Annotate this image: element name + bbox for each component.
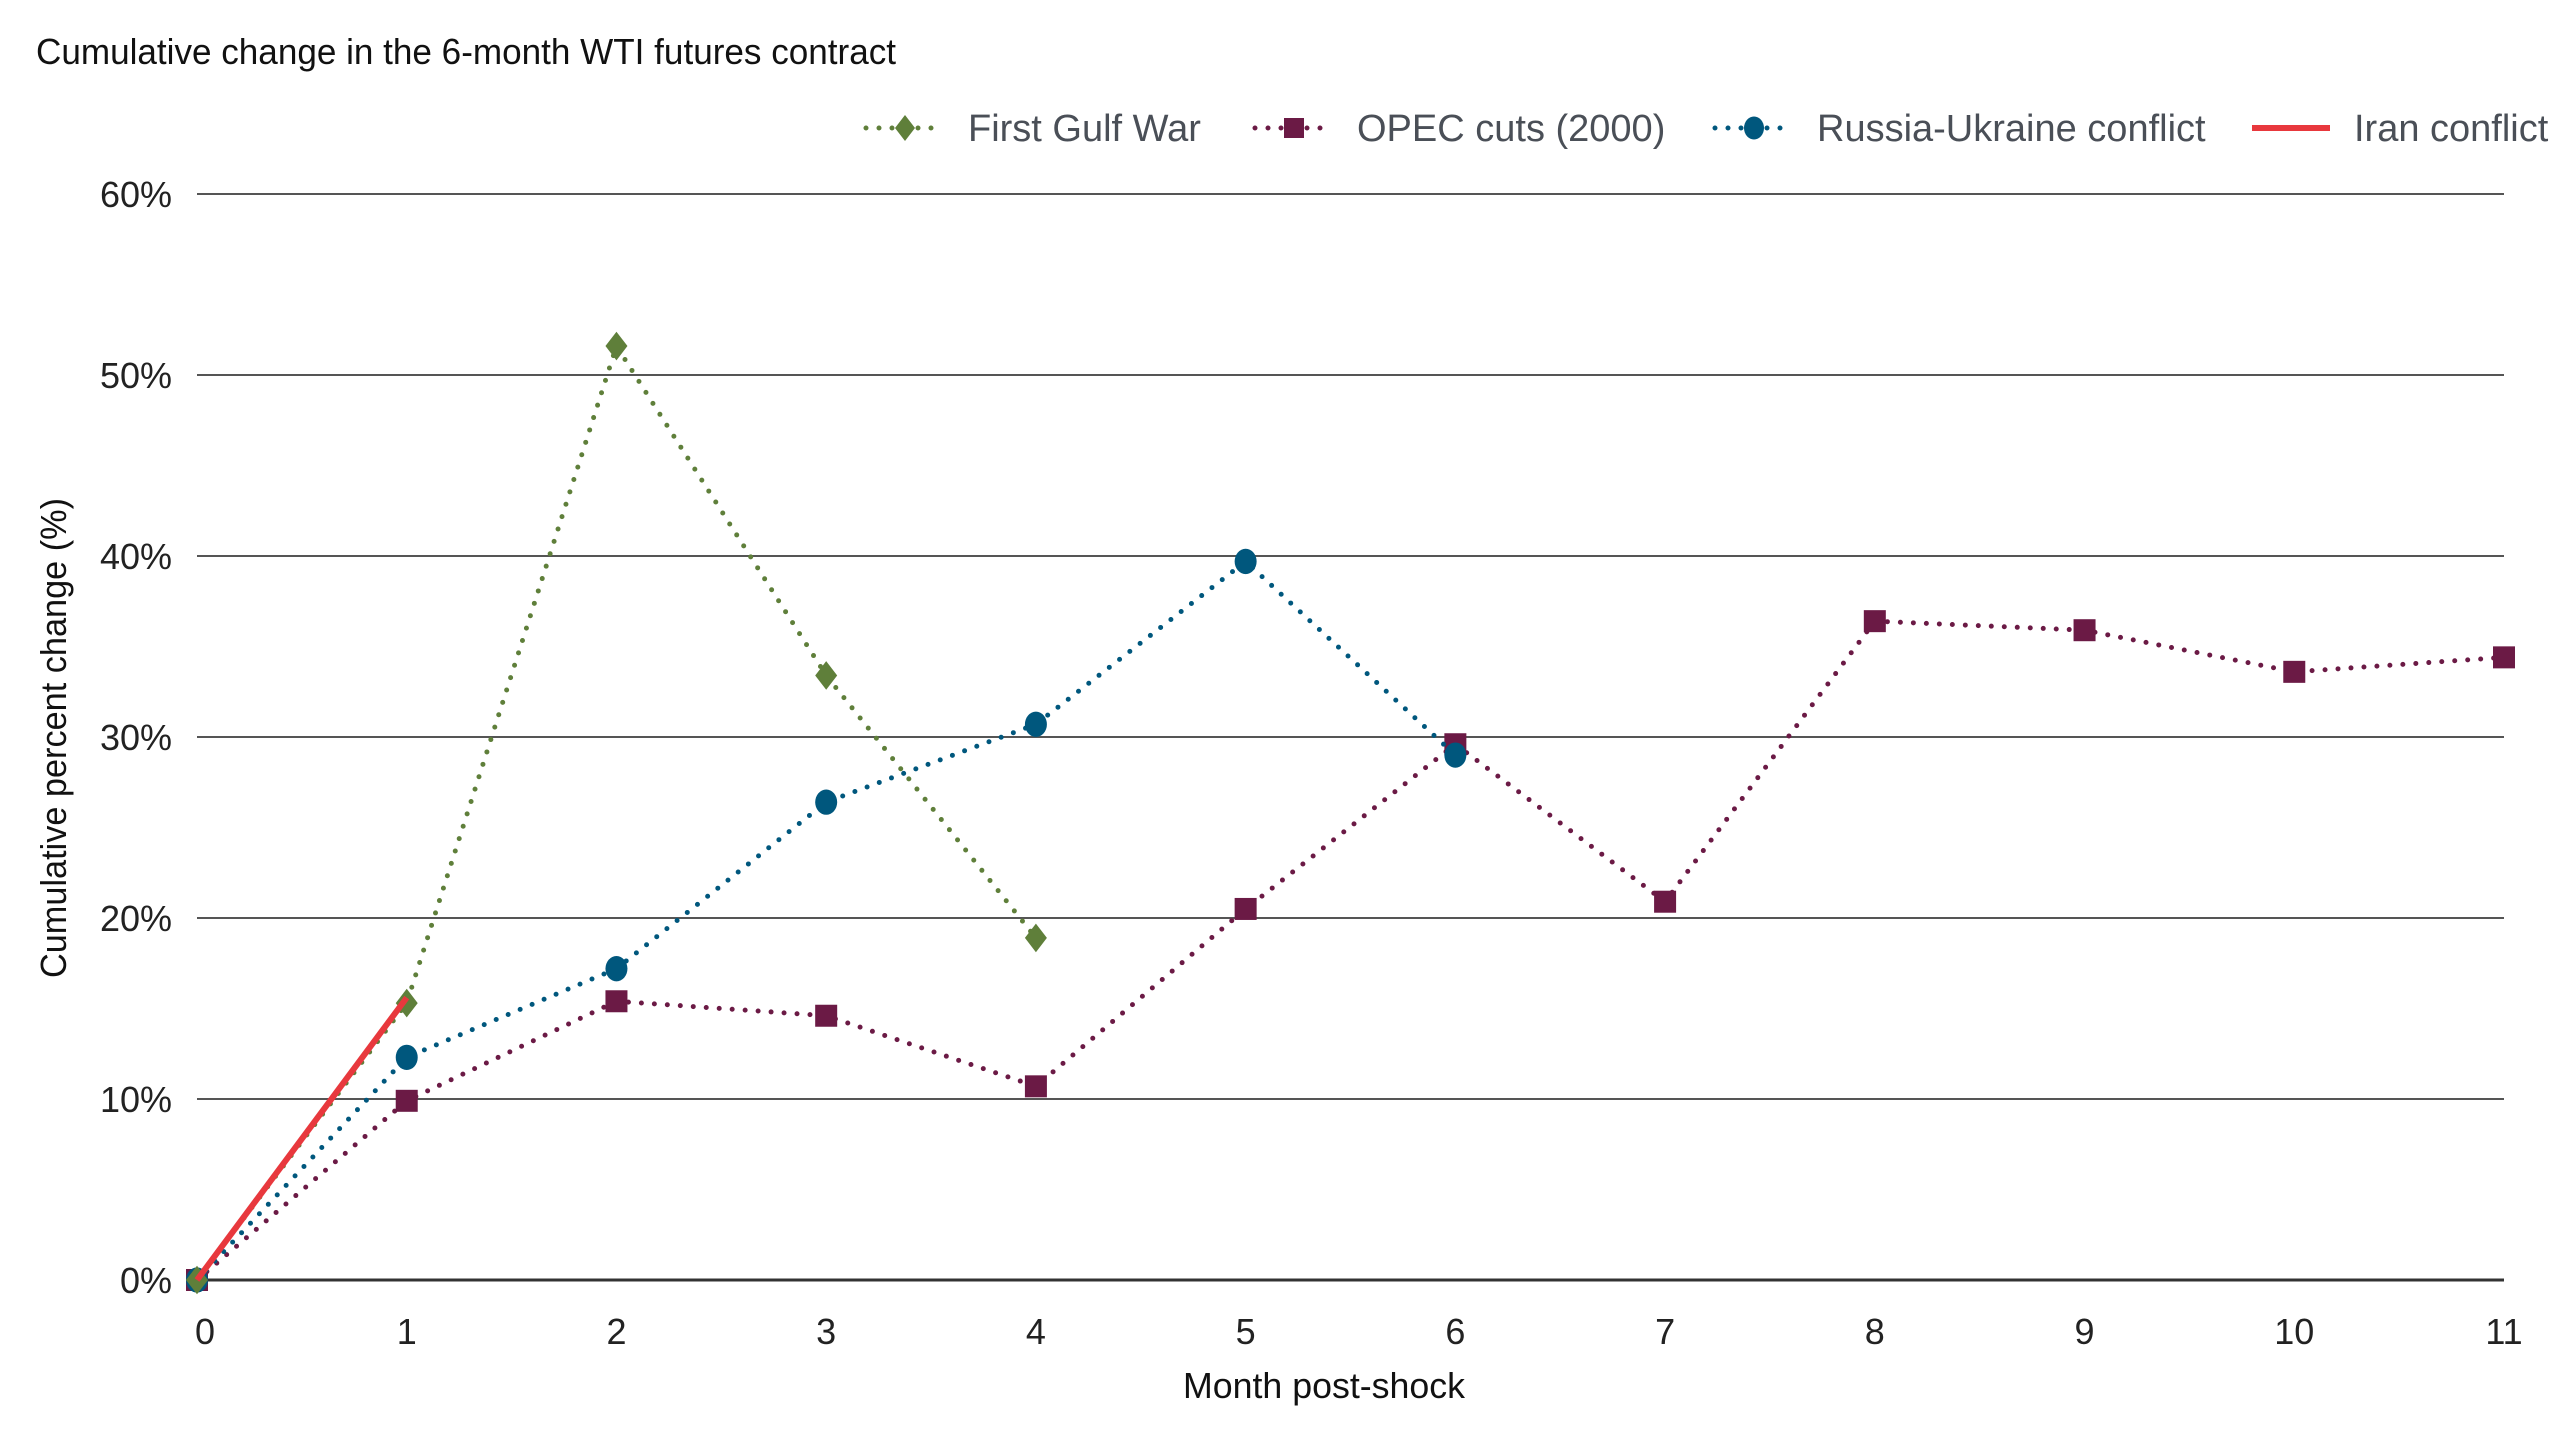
legend-label: Iran conflict xyxy=(2354,108,2549,150)
series-line xyxy=(194,995,410,1282)
y-tick-label: 20% xyxy=(100,898,172,939)
x-axis-label: Month post-shock xyxy=(1183,1365,1466,1406)
series-first-gulf-war xyxy=(186,331,1047,1295)
x-tick-label: 5 xyxy=(1236,1311,1256,1352)
data-point-diamond xyxy=(895,115,915,141)
data-point-square xyxy=(2283,660,2306,683)
data-point-square xyxy=(1024,1075,1047,1098)
data-point-circle xyxy=(1444,742,1467,768)
y-tick-label: 50% xyxy=(100,355,172,396)
x-tick-label: 2 xyxy=(606,1311,626,1352)
series-russia-ukraine-conflict xyxy=(186,548,1467,1293)
y-tick-label: 10% xyxy=(100,1079,172,1120)
x-tick-label: 4 xyxy=(1026,1311,1046,1352)
grid xyxy=(197,193,2504,1282)
data-point-square xyxy=(1234,897,1257,920)
data-point-square xyxy=(2493,646,2515,669)
data-point-square xyxy=(605,990,628,1013)
data-point-circle xyxy=(1234,548,1257,575)
x-tick-label: 9 xyxy=(2075,1311,2095,1352)
data-point-diamond xyxy=(395,988,418,1018)
data-point-diamond xyxy=(1024,923,1047,953)
series-iran-conflict xyxy=(194,995,410,1282)
series-group xyxy=(186,331,2515,1295)
legend-label: OPEC cuts (2000) xyxy=(1357,108,1665,150)
legend-item: First Gulf War xyxy=(863,108,1201,150)
data-point-circle xyxy=(815,789,838,815)
legend-item: OPEC cuts (2000) xyxy=(1252,108,1665,150)
y-tick-label: 30% xyxy=(100,717,172,758)
data-point-square xyxy=(395,1089,418,1112)
x-tick-label: 1 xyxy=(397,1311,417,1352)
data-point-diamond xyxy=(605,331,628,361)
legend-label: Russia-Ukraine conflict xyxy=(1817,108,2206,150)
x-tick-label: 6 xyxy=(1445,1311,1465,1352)
legend-item: Iran conflict xyxy=(2252,108,2549,150)
x-tick-label: 8 xyxy=(1865,1311,1885,1352)
series-line xyxy=(194,618,2507,1283)
data-point-square xyxy=(1284,118,1304,138)
y-tick-label: 60% xyxy=(100,174,172,215)
legend: First Gulf War OPEC cuts (2000) Russia-Ukr… xyxy=(863,108,2549,150)
data-point-circle xyxy=(395,1044,418,1071)
y-axis-ticks: 0% 10% 20% 30% 40% 50% 60% xyxy=(100,174,172,1301)
series-line xyxy=(194,340,1039,1283)
data-point-circle xyxy=(1744,116,1764,140)
y-tick-label: 0% xyxy=(120,1260,172,1301)
legend-label: First Gulf War xyxy=(968,108,1201,150)
data-point-square xyxy=(815,1004,838,1027)
data-point-square xyxy=(1863,610,1886,633)
data-point-square xyxy=(2073,619,2096,642)
x-axis-ticks: 0 1 2 3 4 5 6 7 8 9 10 11 xyxy=(195,1311,2523,1352)
y-tick-label: 40% xyxy=(100,536,172,577)
data-point-circle xyxy=(605,956,628,982)
data-point-diamond xyxy=(815,661,838,690)
data-point-square xyxy=(1654,890,1677,913)
x-tick-label: 7 xyxy=(1655,1311,1675,1352)
series-opec-cuts-2000- xyxy=(186,610,2515,1291)
x-tick-label: 3 xyxy=(816,1311,836,1352)
chart-title: Cumulative change in the 6-month WTI fut… xyxy=(36,31,896,72)
x-tick-label: 0 xyxy=(195,1311,215,1352)
x-tick-label: 11 xyxy=(2485,1311,2522,1352)
legend-item: Russia-Ukraine conflict xyxy=(1712,108,2206,150)
x-tick-label: 10 xyxy=(2274,1311,2314,1352)
y-axis-label: Cumulative percent change (%) xyxy=(33,498,74,978)
data-point-circle xyxy=(1024,711,1047,737)
